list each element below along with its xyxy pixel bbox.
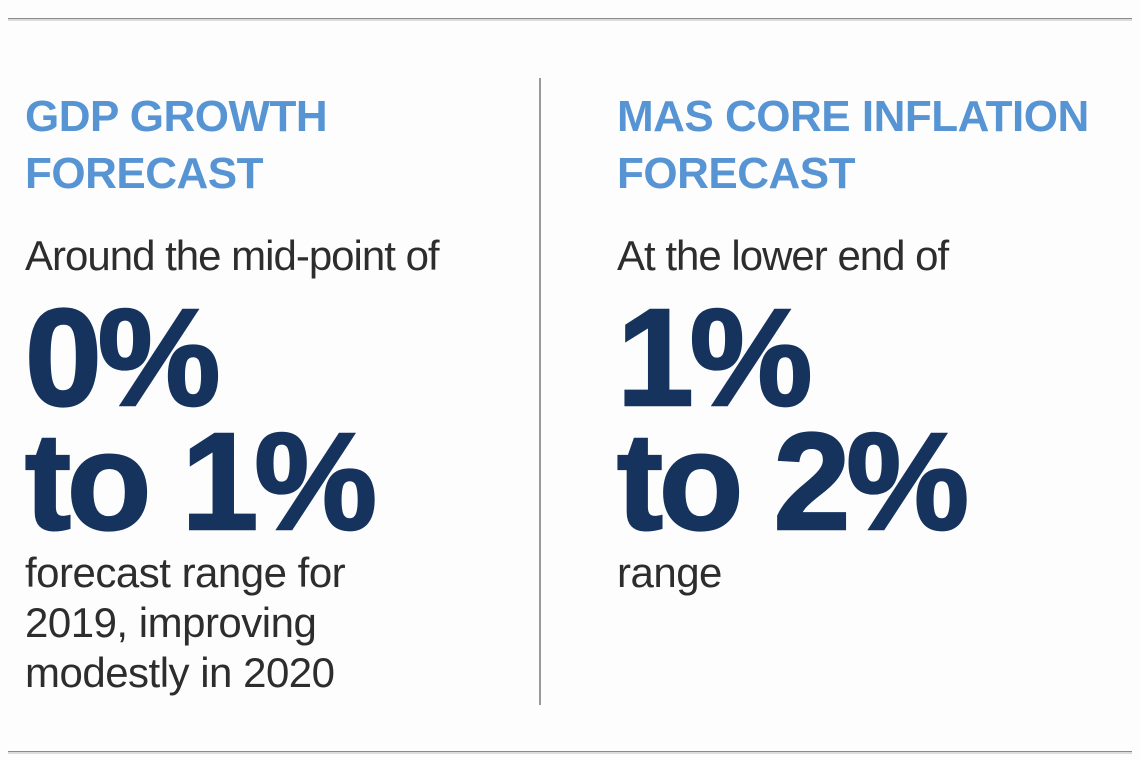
inflation-figure: 1% to 2%	[616, 281, 971, 559]
caption-line: 2019, improving	[25, 599, 317, 646]
mas-inflation-heading: MAS CORE INFLATION FORECAST	[617, 88, 1089, 202]
gdp-figure: 0% to 1%	[24, 281, 379, 559]
heading-line: FORECAST	[617, 149, 855, 198]
figure-line: to 1%	[24, 405, 379, 559]
caption-line: modestly in 2020	[25, 649, 335, 696]
heading-line: FORECAST	[25, 149, 264, 198]
column-divider	[539, 78, 541, 705]
gdp-growth-heading: GDP GROWTH FORECAST	[25, 88, 328, 202]
figure-line: to 2%	[616, 405, 971, 559]
caption-line: range	[617, 549, 722, 596]
gdp-lead-text: Around the mid-point of	[25, 232, 440, 279]
mas-inflation-panel: MAS CORE INFLATION FORECAST At the lower…	[616, 0, 1122, 760]
inflation-lead-text: At the lower end of	[617, 232, 949, 279]
heading-line: MAS CORE INFLATION	[617, 92, 1089, 141]
gdp-growth-panel: GDP GROWTH FORECAST Around the mid-point…	[24, 0, 520, 760]
inflation-caption: range	[617, 548, 722, 598]
gdp-caption: forecast range for 2019, improving modes…	[25, 548, 346, 698]
top-rule	[8, 18, 1132, 21]
heading-line: GDP GROWTH	[25, 92, 328, 141]
caption-line: forecast range for	[25, 549, 346, 596]
bottom-rule	[8, 751, 1132, 754]
figure-line: 1%	[616, 281, 814, 435]
figure-line: 0%	[24, 281, 222, 435]
